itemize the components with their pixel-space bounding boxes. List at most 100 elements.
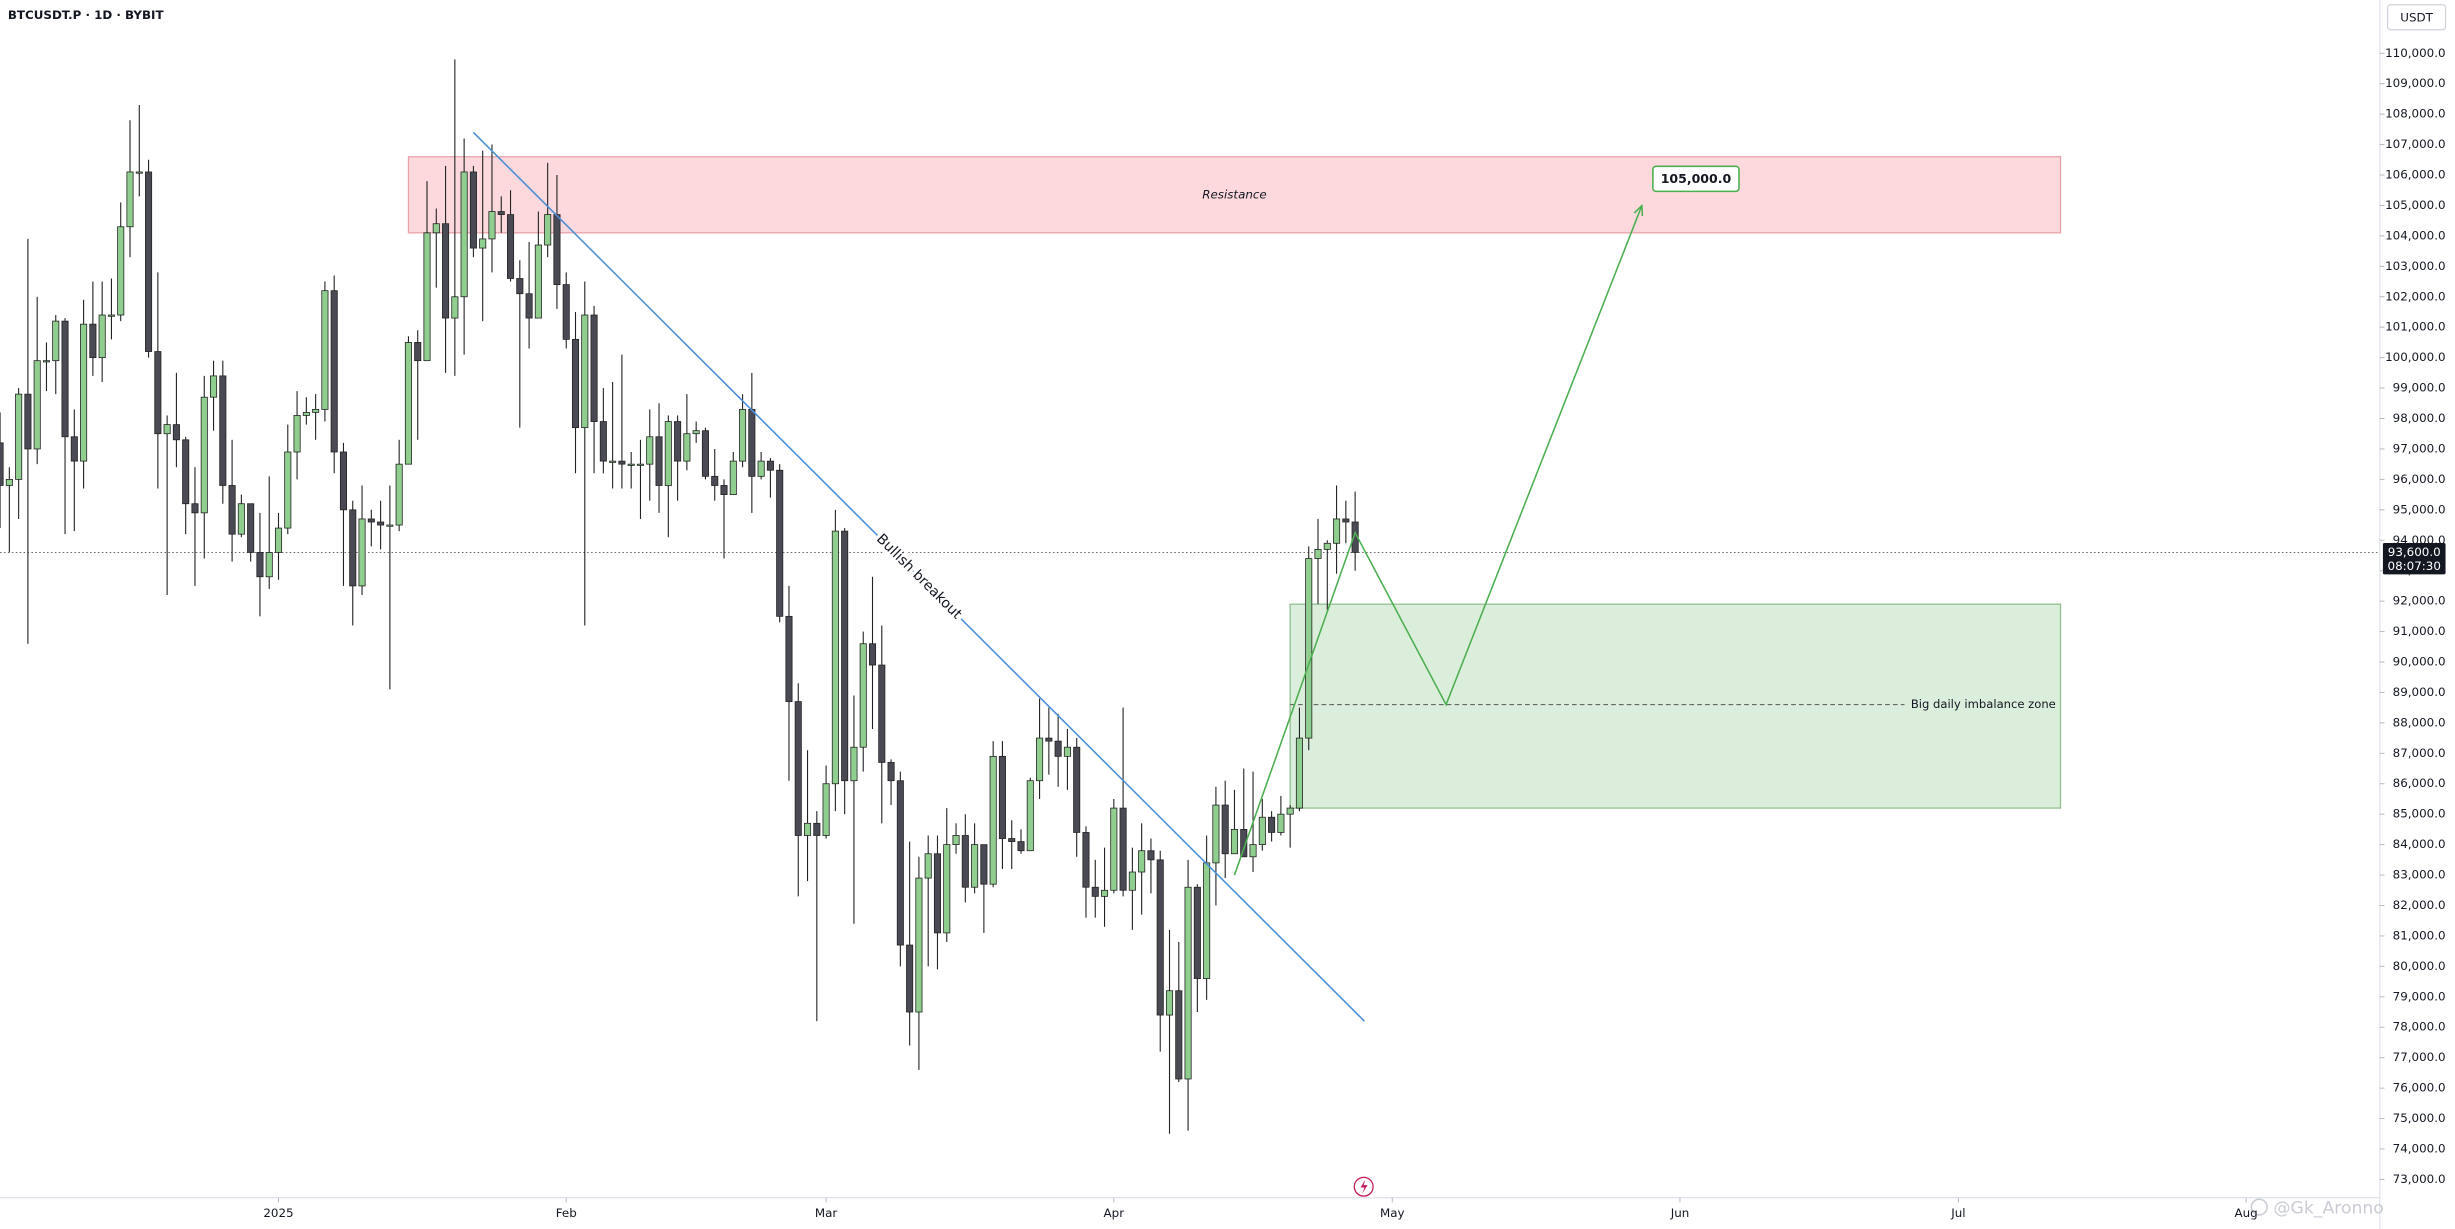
candle-body [1054, 740, 1062, 757]
y-tick-label: 101,000.0 [2385, 320, 2445, 334]
candle-body [794, 701, 802, 836]
candle-body [33, 360, 41, 450]
candle-body [868, 643, 877, 666]
candle-body [1110, 807, 1118, 891]
y-tick-label: 100,000.0 [2385, 350, 2445, 364]
candle-body [1147, 850, 1155, 861]
candle-body [943, 844, 951, 934]
imbalance-zone [1289, 603, 2062, 809]
candle-body [1249, 844, 1257, 858]
candle-body [933, 853, 941, 934]
candle-body [98, 314, 106, 359]
candle-body [349, 509, 357, 587]
y-tick-label: 83,000.0 [2393, 868, 2446, 882]
y-tick-label: 79,000.0 [2393, 989, 2446, 1003]
candle-body [89, 323, 97, 359]
candle-body [0, 442, 4, 486]
candle-body [497, 211, 505, 215]
candle-body [748, 408, 756, 477]
candle-body [1165, 990, 1174, 1016]
candle-body [312, 408, 320, 413]
projection-label: 105,000.0 [1661, 171, 1732, 186]
candle-body [544, 214, 552, 246]
y-tick-label: 87,000.0 [2393, 746, 2446, 760]
last-price-label: 93,600.0 [2388, 545, 2441, 559]
candle-body [330, 290, 338, 453]
candle-body [1286, 807, 1294, 815]
candle-body [80, 323, 88, 462]
candle-body [618, 460, 626, 465]
candle-body [646, 436, 654, 465]
candle-body [469, 171, 477, 249]
candle-body [776, 469, 784, 617]
y-tick-label: 96,000.0 [2393, 472, 2446, 486]
candle-body [553, 214, 561, 285]
candle-body [414, 342, 422, 362]
alert-icon[interactable] [1353, 1176, 1374, 1197]
candle-body [1091, 886, 1099, 897]
candle-body [1193, 886, 1201, 979]
y-tick-label: 104,000.0 [2385, 228, 2445, 242]
candle-body [5, 478, 13, 486]
candle-body [367, 518, 375, 523]
candle-body [1295, 737, 1303, 809]
candle-body [674, 421, 682, 462]
candle-body [720, 485, 728, 495]
candle-body [1063, 746, 1071, 757]
candle-body [358, 518, 366, 587]
candle-body [117, 226, 125, 316]
candle-body [247, 503, 255, 553]
y-tick-label: 91,000.0 [2393, 624, 2446, 638]
y-tick-label: 82,000.0 [2393, 898, 2446, 912]
candle-body [1268, 816, 1276, 833]
candle-body [516, 278, 524, 295]
candle-body [154, 351, 162, 435]
candle-body [1314, 548, 1322, 559]
candle-body [1203, 862, 1211, 979]
y-tick-label: 76,000.0 [2393, 1081, 2446, 1095]
candle-body [534, 244, 542, 319]
candle-body [664, 421, 672, 486]
currency-button[interactable] [2386, 4, 2447, 31]
candle-body [822, 783, 830, 836]
candle-body [739, 408, 747, 462]
candle-body [210, 375, 218, 398]
y-tick-label: 80,000.0 [2393, 959, 2446, 973]
candle-body [711, 475, 719, 486]
candle-body [785, 615, 793, 702]
candle-body [1175, 990, 1183, 1080]
candle-body [581, 314, 589, 429]
candle-body [172, 424, 180, 441]
candle-body [1333, 518, 1341, 544]
alert-bolt [1360, 1179, 1368, 1194]
candle-body [107, 314, 115, 317]
candle-body [265, 552, 273, 578]
candle-body [850, 746, 858, 782]
y-tick-label: 73,000.0 [2393, 1172, 2446, 1186]
watermark: @Gk_Aronno [2273, 1199, 2384, 1219]
candle-body [423, 232, 431, 362]
candle-body [636, 463, 644, 466]
candle-body [145, 171, 153, 352]
y-tick-label: 105,000.0 [2385, 198, 2445, 212]
candle-body [701, 430, 709, 477]
candle-body [859, 643, 867, 748]
candle-body [126, 171, 134, 228]
candle-body [70, 436, 78, 462]
candle-body [692, 430, 700, 435]
x-tick-label: Mar [815, 1206, 838, 1220]
candle-body [321, 290, 329, 410]
x-tick-label: Feb [556, 1206, 577, 1220]
candle-body [1008, 838, 1016, 842]
y-tick-label: 102,000.0 [2385, 289, 2445, 303]
candle-body [924, 853, 932, 879]
candle-body [15, 393, 23, 480]
candle-body [887, 762, 895, 782]
y-tick-label: 95,000.0 [2393, 502, 2446, 516]
candle-body [1128, 871, 1136, 891]
candle-body [804, 822, 812, 836]
candle-body [952, 835, 960, 846]
candle-body [191, 503, 199, 514]
candle-body [1119, 807, 1127, 891]
